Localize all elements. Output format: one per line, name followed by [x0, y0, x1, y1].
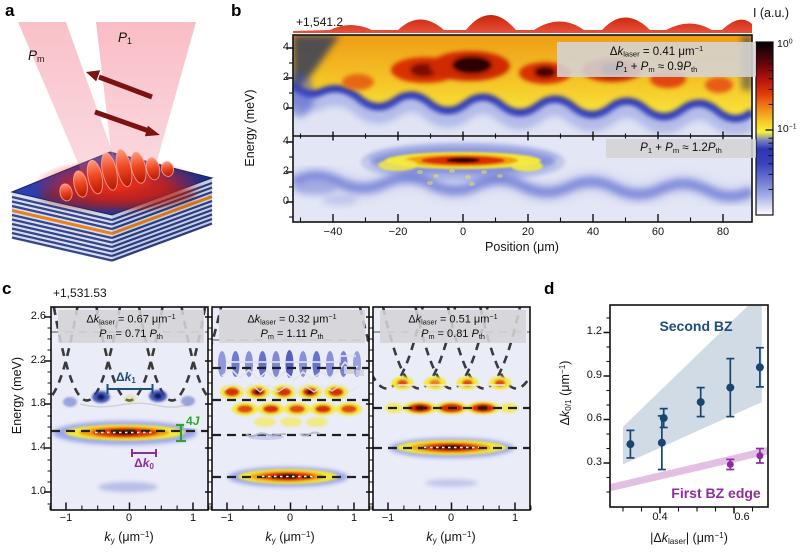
- axis-ticks: [44, 47, 773, 514]
- polariton-condensate: [32, 148, 204, 212]
- c1-annotation: Δklaser = 0.67 μm−1 Pm = 0.71 Pth: [58, 310, 204, 344]
- laser-intensity-profile: [293, 15, 752, 33]
- b-x-tick: 0: [459, 226, 467, 238]
- b-x-tick: 40: [586, 226, 600, 238]
- c-y-tick: 1.0: [30, 485, 46, 497]
- pump-pm-label: Pm: [28, 48, 45, 65]
- b-y-tick: 4: [282, 135, 289, 147]
- d-data-layer: [610, 305, 768, 492]
- panel-a-illustration: [10, 22, 214, 262]
- colorbar-title: I (a.u.): [752, 6, 790, 20]
- d-y-tick: 1.2: [586, 325, 602, 337]
- retroreflection-arrows-icon: [86, 70, 160, 137]
- b-ylabel: Energy (meV): [243, 89, 257, 167]
- b-y-tick: 2: [282, 71, 289, 83]
- c2-x-tick: 0: [286, 512, 294, 524]
- c-ylabel: Energy (meV): [10, 356, 24, 435]
- d-ylabel: Δk0/1 (μm−1): [558, 360, 574, 426]
- c-y-tick: 2.2: [30, 354, 46, 366]
- b-lower-spectrum: [293, 143, 752, 205]
- b-x-tick: 60: [651, 226, 665, 238]
- b-energy-offset: +1,541.2: [296, 15, 344, 29]
- c1-x-tick: 0: [125, 512, 133, 524]
- c-y-tick: 1.4: [30, 441, 46, 453]
- dk1-bracket: [106, 384, 154, 394]
- d-y-tick: 0.3: [586, 456, 602, 468]
- c3-xlabel: ky (μm−1): [426, 530, 476, 546]
- panel-c-label: c: [2, 279, 12, 298]
- c3-x-tick: 0: [447, 512, 455, 524]
- panel-a-label: a: [5, 1, 15, 20]
- d-x-tick: 0.4: [652, 511, 668, 523]
- c-energy-offset: +1,531.53: [53, 286, 107, 300]
- b-xlabel: Position (μm): [485, 240, 559, 254]
- c2-x-tick: −1: [220, 512, 234, 524]
- c3-ann-line1: Δklaser = 0.51 μm−1: [408, 312, 498, 327]
- d-xlabel: |Δklaser| (μm−1): [650, 531, 728, 547]
- b-y-tick: 0: [282, 195, 289, 207]
- c2-x-tick: 1: [350, 512, 358, 524]
- pump-beam-pm: [18, 22, 126, 196]
- c2-xlabel: ky (μm−1): [265, 530, 315, 546]
- b-x-tick: −20: [388, 226, 408, 238]
- quantum-well-stripe: [11, 209, 113, 235]
- panel-d-label: d: [544, 279, 555, 298]
- b-ann-bottom-line1: P1 + Pm ≈ 1.2Pth: [640, 142, 722, 155]
- b-x-tick: 80: [716, 226, 730, 238]
- b-annotation-top: Δklaser = 0.41 μm−1 P1 + Pm ≈ 0.9Pth: [557, 42, 756, 78]
- second-bz-label: Second BZ: [659, 318, 733, 334]
- c2-annotation: Δklaser = 0.32 μm−1 Pm = 1.11 Pth: [219, 310, 365, 344]
- c2-ann-line2: Pm = 1.11 Pth: [260, 327, 324, 341]
- pump-p1-label: P1: [118, 30, 132, 47]
- c-subpanel-3: [373, 307, 530, 487]
- colorbar-tick-1e0: 100: [777, 38, 793, 50]
- d-x-tick: 0.6: [734, 511, 750, 523]
- c-subpanel-1: [51, 307, 208, 492]
- c1-x-tick: 1: [189, 512, 197, 524]
- panel-d-plot: [609, 304, 769, 508]
- c3-ann-line2: Pm = 0.81 Pth: [421, 327, 485, 341]
- d-y-tick: 0.6: [586, 412, 602, 424]
- c3-x-tick: −1: [381, 512, 395, 524]
- dk0-bracket: [131, 449, 157, 457]
- colorbar-tick-1e-1: 10−1: [777, 123, 797, 135]
- b-x-tick: 20: [521, 226, 535, 238]
- b-y-tick: 4: [282, 41, 289, 53]
- c1-ann-line2: Pm = 0.71 Pth: [99, 327, 163, 341]
- c1-ann-line1: Δklaser = 0.67 μm−1: [86, 312, 176, 327]
- 4j-label: 4J: [184, 414, 202, 428]
- b-y-tick: 0: [282, 101, 289, 113]
- b-ann-top-line1: Δklaser = 0.41 μm−1: [609, 44, 704, 59]
- b-annotation-bottom: P1 + Pm ≈ 1.2Pth: [606, 139, 756, 159]
- b-ann-top-line2: P1 + Pm ≈ 0.9Pth: [615, 60, 698, 74]
- d-y-tick: 0.9: [586, 369, 602, 381]
- c1-x-tick: −1: [59, 512, 73, 524]
- c2-ann-line1: Δklaser = 0.32 μm−1: [247, 312, 337, 327]
- c-y-tick: 1.8: [30, 397, 46, 409]
- first-bz-label: First BZ edge: [671, 485, 761, 501]
- panel-b-label: b: [231, 1, 242, 20]
- c3-annotation: Δklaser = 0.51 μm−1 Pm = 0.81 Pth: [380, 310, 526, 344]
- dk1-label: Δk1: [116, 370, 136, 385]
- c1-xlabel: ky (μm−1): [104, 530, 154, 546]
- c-y-tick: 2.6: [30, 310, 46, 322]
- colorbar: [755, 41, 774, 216]
- b-x-tick: −40: [323, 226, 343, 238]
- c3-x-tick: 1: [511, 512, 519, 524]
- dk0-label: Δk0: [134, 456, 154, 471]
- b-y-tick: 2: [282, 165, 289, 177]
